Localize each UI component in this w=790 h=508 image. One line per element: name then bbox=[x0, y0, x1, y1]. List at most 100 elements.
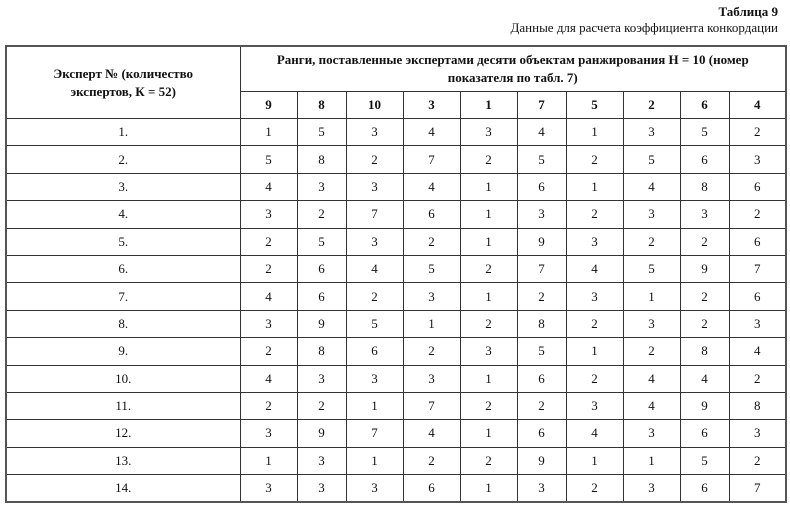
rank-cell: 1 bbox=[459, 227, 518, 256]
rank-cell: 6 bbox=[402, 474, 461, 503]
rank-cell: 9 bbox=[296, 419, 347, 448]
rank-cell: 2 bbox=[728, 200, 787, 229]
table-row: 8. 3 9 5 1 2 8 2 3 2 3 bbox=[5, 309, 787, 339]
rank-cell: 3 bbox=[565, 282, 624, 311]
expert-number: 5. bbox=[5, 227, 241, 256]
rank-cell: 2 bbox=[345, 282, 404, 311]
rank-cell: 1 bbox=[622, 446, 681, 476]
rank-cell: 2 bbox=[679, 309, 730, 339]
expert-number: 14. bbox=[5, 474, 241, 503]
expert-number: 4. bbox=[5, 200, 241, 229]
rank-cell: 3 bbox=[296, 364, 347, 393]
table-title: Данные для расчета коэффициента конкорда… bbox=[510, 20, 778, 35]
rank-cell: 1 bbox=[459, 172, 518, 202]
rank-cell: 1 bbox=[565, 117, 624, 147]
rank-cell: 5 bbox=[239, 145, 298, 174]
rank-cell: 9 bbox=[679, 391, 730, 421]
column-header: 3 bbox=[402, 91, 461, 119]
rank-cell: 3 bbox=[679, 200, 730, 229]
rank-cell: 2 bbox=[239, 391, 298, 421]
rank-cell: 1 bbox=[239, 446, 298, 476]
rank-cell: 1 bbox=[565, 446, 624, 476]
rank-cell: 3 bbox=[459, 117, 518, 147]
expert-number: 2. bbox=[5, 145, 241, 174]
rank-cell: 4 bbox=[239, 364, 298, 393]
rank-cell: 2 bbox=[345, 145, 404, 174]
table-row: 12. 3 9 7 4 1 6 4 3 6 3 bbox=[5, 419, 787, 448]
rank-cell: 2 bbox=[565, 309, 624, 339]
rank-cell: 7 bbox=[345, 200, 404, 229]
rank-cell: 3 bbox=[296, 474, 347, 503]
table-row: 13. 1 3 1 2 2 9 1 1 5 2 bbox=[5, 446, 787, 476]
rank-cell: 4 bbox=[402, 172, 461, 202]
table-row: 4. 3 2 7 6 1 3 2 3 3 2 bbox=[5, 200, 787, 229]
rank-cell: 2 bbox=[239, 337, 298, 366]
rank-cell: 3 bbox=[728, 419, 787, 448]
rank-cell: 2 bbox=[239, 227, 298, 256]
rank-cell: 2 bbox=[679, 282, 730, 311]
table-row: 7. 4 6 2 3 1 2 3 1 2 6 bbox=[5, 282, 787, 311]
rank-cell: 2 bbox=[296, 391, 347, 421]
expert-number: 8. bbox=[5, 309, 241, 339]
rank-cell: 2 bbox=[679, 227, 730, 256]
rank-cell: 2 bbox=[565, 200, 624, 229]
rank-cell: 8 bbox=[296, 337, 347, 366]
rank-cell: 5 bbox=[296, 117, 347, 147]
rank-cell: 5 bbox=[622, 145, 681, 174]
rank-cell: 4 bbox=[402, 419, 461, 448]
rank-cell: 5 bbox=[345, 309, 404, 339]
rank-cell: 3 bbox=[622, 117, 681, 147]
rank-cell: 1 bbox=[565, 172, 624, 202]
rank-cell: 2 bbox=[728, 446, 787, 476]
rank-cell: 3 bbox=[239, 309, 298, 339]
rank-cell: 3 bbox=[622, 419, 681, 448]
rank-cell: 7 bbox=[402, 145, 461, 174]
rank-cell: 1 bbox=[459, 282, 518, 311]
rank-cell: 3 bbox=[622, 309, 681, 339]
column-header: 1 bbox=[459, 91, 518, 119]
expert-number: 11. bbox=[5, 391, 241, 421]
rank-cell: 2 bbox=[459, 391, 518, 421]
column-header: 5 bbox=[565, 91, 624, 119]
rank-cell: 5 bbox=[679, 117, 730, 147]
rank-cell: 2 bbox=[622, 227, 681, 256]
column-header: 9 bbox=[239, 91, 298, 119]
table-row: 2. 5 8 2 7 2 5 2 5 6 3 bbox=[5, 145, 787, 174]
rank-cell: 6 bbox=[728, 227, 787, 256]
table-row: 14. 3 3 3 6 1 3 2 3 6 7 bbox=[5, 474, 787, 503]
table-row: 11. 2 2 1 7 2 2 3 4 9 8 bbox=[5, 391, 787, 421]
rank-cell: 4 bbox=[565, 419, 624, 448]
rank-cell: 2 bbox=[516, 282, 567, 311]
rank-cell: 3 bbox=[516, 474, 567, 503]
concordance-table: Эксперт № (количество экспертов, К = 52)… bbox=[5, 45, 788, 504]
rank-cell: 3 bbox=[345, 364, 404, 393]
rank-cell: 2 bbox=[296, 200, 347, 229]
expert-number: 13. bbox=[5, 446, 241, 476]
rank-cell: 3 bbox=[622, 200, 681, 229]
table-row: 1. 1 5 3 4 3 4 1 3 5 2 bbox=[5, 117, 787, 147]
rank-cell: 4 bbox=[516, 117, 567, 147]
rank-cell: 4 bbox=[679, 364, 730, 393]
rank-cell: 3 bbox=[402, 364, 461, 393]
rank-cell: 6 bbox=[679, 419, 730, 448]
rank-cell: 4 bbox=[622, 391, 681, 421]
rank-cell: 1 bbox=[459, 364, 518, 393]
rank-cell: 1 bbox=[345, 446, 404, 476]
rank-cell: 6 bbox=[516, 419, 567, 448]
rank-cell: 8 bbox=[516, 309, 567, 339]
rank-cell: 5 bbox=[622, 254, 681, 284]
rank-cell: 4 bbox=[622, 364, 681, 393]
rank-cell: 5 bbox=[402, 254, 461, 284]
rank-cell: 6 bbox=[728, 282, 787, 311]
rank-cell: 3 bbox=[296, 446, 347, 476]
rank-cell: 8 bbox=[296, 145, 347, 174]
rank-cell: 1 bbox=[345, 391, 404, 421]
rank-cell: 2 bbox=[459, 309, 518, 339]
column-header: 2 bbox=[622, 91, 681, 119]
column-header: 6 bbox=[679, 91, 730, 119]
rank-cell: 7 bbox=[728, 254, 787, 284]
rank-cell: 6 bbox=[296, 282, 347, 311]
rank-cell: 2 bbox=[239, 254, 298, 284]
rank-cell: 1 bbox=[459, 200, 518, 229]
rank-cell: 4 bbox=[402, 117, 461, 147]
